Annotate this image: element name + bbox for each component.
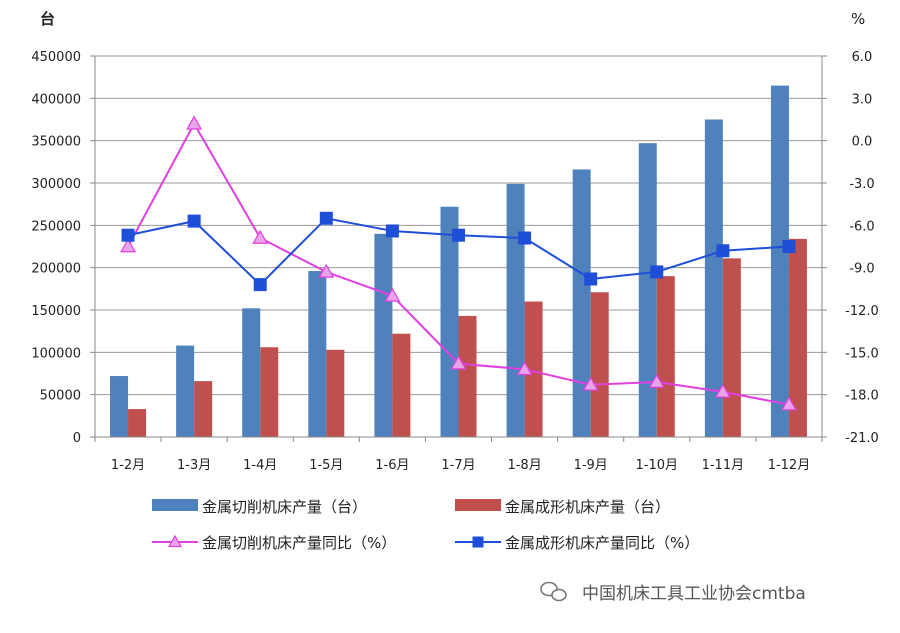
bar [506, 183, 525, 437]
left-tick-label: 250000 [31, 219, 81, 234]
right-tick-label: -18.0 [845, 389, 879, 404]
point [714, 383, 731, 398]
point [121, 228, 135, 242]
bar [176, 345, 195, 437]
x-tick-label: 1-6月 [375, 458, 409, 473]
left-tick-label: 100000 [31, 346, 81, 361]
point [582, 376, 599, 391]
left-tick-label: 300000 [31, 177, 81, 192]
bar [326, 349, 345, 437]
right-tick-label: -3.0 [849, 177, 874, 192]
watermark: 中国机床工具工业协会cmtba [540, 581, 806, 604]
left-axis-unit: 台 [40, 10, 55, 28]
x-tick-label: 1-11月 [702, 458, 745, 473]
left-tick-label: 400000 [31, 92, 81, 107]
legend: 金属切削机床产量（台） 金属成形机床产量（台） 金属切削机床产量同比（%） 金属成形机… [152, 498, 699, 552]
point [518, 231, 532, 245]
right-tick-label: 0.0 [852, 135, 873, 150]
right-tick-label: -15.0 [845, 346, 879, 361]
point [516, 361, 533, 376]
bar [110, 376, 129, 437]
axes [90, 55, 827, 442]
right-tick-label: -9.0 [849, 262, 874, 277]
point [650, 265, 664, 279]
wechat-logo-icon [540, 581, 567, 602]
point [648, 373, 665, 388]
svg-text:中国机床工具工业协会cmtba: 中国机床工具工业协会cmtba [582, 584, 806, 604]
point [318, 263, 335, 278]
bar [590, 292, 609, 437]
right-axis-unit: % [851, 10, 865, 28]
left-tick-label: 50000 [40, 389, 81, 404]
bar-series [110, 85, 807, 437]
left-tick-label: 450000 [31, 50, 81, 65]
tick-labels: 0 50000 100000 150000 200000 250000 300000 3500… [31, 50, 878, 473]
point [252, 229, 269, 244]
right-tick-label: 3.0 [852, 92, 873, 107]
point [385, 224, 399, 238]
bar [260, 347, 279, 437]
point [716, 244, 730, 258]
point [384, 287, 401, 302]
bar [242, 308, 261, 437]
legend-label: 金属成形机床产量同比（%） [505, 534, 699, 552]
x-tick-label: 1-3月 [177, 458, 211, 473]
left-tick-label: 350000 [31, 135, 81, 150]
legend-label: 金属成形机床产量（台） [505, 498, 670, 516]
point [120, 238, 137, 253]
bar [770, 85, 789, 437]
bar [638, 143, 657, 437]
x-tick-label: 1-7月 [441, 458, 475, 473]
x-tick-label: 1-2月 [111, 458, 145, 473]
left-tick-label: 200000 [31, 262, 81, 277]
legend-label: 金属切削机床产量同比（%） [202, 534, 396, 552]
point [452, 228, 465, 242]
bar [374, 233, 393, 437]
right-tick-label: -6.0 [849, 219, 874, 234]
bar [128, 409, 147, 437]
x-tick-label: 1-10月 [636, 458, 679, 473]
x-tick-label: 1-9月 [574, 458, 608, 473]
point [319, 211, 333, 225]
bar [440, 206, 459, 437]
legend-label: 金属切削机床产量（台） [202, 498, 367, 516]
point [472, 536, 484, 548]
bar [194, 381, 213, 437]
x-tick-label: 1-4月 [243, 458, 277, 473]
point [584, 272, 598, 286]
point [780, 396, 797, 411]
legend-swatch [152, 499, 198, 511]
bar [524, 301, 543, 437]
right-tick-label: -21.0 [845, 431, 879, 446]
point [167, 534, 183, 548]
left-tick-label: 0 [73, 431, 81, 446]
bar [656, 276, 675, 437]
bar [458, 315, 477, 437]
legend-swatch [455, 499, 501, 511]
point [782, 240, 796, 253]
point [450, 355, 467, 370]
point [186, 115, 203, 130]
bar [704, 119, 723, 437]
bar [572, 169, 591, 437]
bar [308, 271, 327, 437]
x-tick-label: 1-8月 [507, 458, 541, 473]
bar [722, 258, 741, 437]
bar [392, 333, 411, 437]
x-tick-label: 1-12月 [768, 458, 811, 473]
point [253, 278, 267, 292]
point [187, 214, 201, 228]
x-tick-label: 1-5月 [309, 458, 343, 473]
right-tick-label: -12.0 [845, 304, 879, 319]
left-tick-label: 150000 [31, 304, 81, 319]
bar [788, 238, 807, 437]
line-series [120, 115, 797, 411]
right-tick-label: 6.0 [852, 50, 873, 65]
